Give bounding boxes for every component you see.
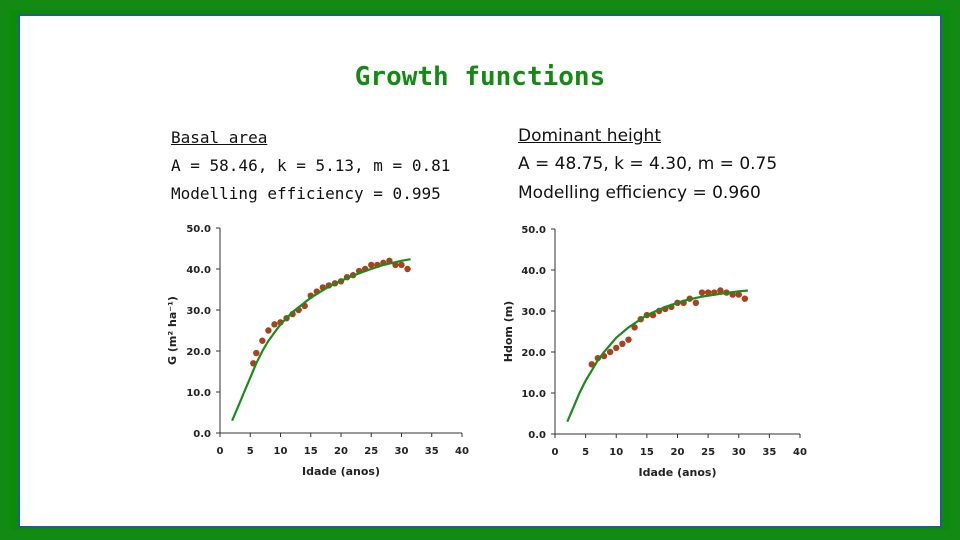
chart2-data-point (717, 287, 724, 294)
chart1-ytick-label: 0.0 (193, 429, 211, 440)
chart1-xtick-label: 30 (395, 446, 409, 457)
dominant-height-heading: Dominant height (518, 126, 661, 146)
chart1-xtick-label: 40 (455, 446, 469, 457)
chart1-ytick-label: 40.0 (186, 265, 211, 276)
chart2-data-point (692, 299, 700, 306)
chart2-data-point (619, 340, 626, 347)
chart1-ytick-label: 30.0 (186, 306, 211, 317)
chart1-xtick-label: 25 (364, 446, 378, 457)
chart1-xtick-label: 5 (247, 446, 254, 457)
chart2-xtick-label: 0 (552, 447, 559, 458)
chart1-data-point (368, 261, 375, 269)
chart1-data-point (398, 261, 405, 269)
chart2-fitted-curve (566, 289, 748, 423)
basal-area-params: A = 58.46, k = 5.13, m = 0.81 (171, 156, 451, 175)
chart2-ytick-label: 50.0 (521, 225, 546, 236)
chart2-data-point (625, 336, 632, 343)
chart2-ytick-label: 10.0 (521, 389, 546, 400)
chart1-xtick-label: 20 (334, 446, 348, 457)
slide-title: Growth functions (354, 62, 606, 92)
chart2-ytick-label: 30.0 (521, 307, 546, 318)
chart2-xtick-label: 5 (582, 447, 589, 458)
chart2-ytick-label: 40.0 (521, 266, 546, 277)
chart1-ytick-label: 20.0 (186, 347, 211, 358)
chart1-data-point (259, 337, 266, 344)
dominant-height-params: A = 48.75, k = 4.30, m = 0.75 (518, 154, 778, 174)
basal-area-efficiency: Modelling efficiency = 0.995 (171, 184, 441, 203)
chart2-xtick-label: 20 (671, 447, 685, 458)
chart2-xtick-label: 15 (640, 447, 654, 458)
chart2-data-point (613, 344, 620, 352)
chart2-data-point (735, 291, 742, 298)
chart2-ytick-label: 20.0 (521, 348, 546, 359)
chart1-xtick-label: 15 (304, 446, 318, 457)
chart2-data-point (704, 289, 712, 296)
dominant-height-efficiency: Modelling efficiency = 0.960 (518, 183, 761, 203)
chart2-xtick-label: 10 (609, 447, 623, 458)
chart1-data-point (253, 349, 260, 357)
chart2-y-axis-label: Hdom (m) (502, 301, 515, 362)
chart1-xtick-label: 35 (425, 446, 439, 457)
slide-canvas (18, 14, 942, 528)
chart1-xtick-label: 10 (274, 446, 288, 457)
chart1-x-axis-label: Idade (anos) (302, 465, 380, 478)
chart1-fitted-curve (231, 258, 411, 422)
chart1-y-axis-label: G (m² ha⁻¹) (166, 296, 179, 365)
chart2-x-axis-label: Idade (anos) (639, 466, 717, 479)
chart1-data-point (271, 321, 278, 328)
chart2-data-point (698, 289, 706, 296)
chart2-xtick-label: 30 (732, 447, 746, 458)
chart2-xtick-label: 25 (701, 447, 715, 458)
chart1-data-point (265, 327, 272, 334)
chart1-data-point (404, 265, 411, 273)
chart1-ytick-label: 50.0 (186, 224, 211, 235)
chart2-data-point (741, 295, 749, 302)
chart2-ytick-label: 0.0 (528, 430, 546, 441)
chart2-xtick-label: 40 (793, 447, 807, 458)
chart1-ytick-label: 10.0 (186, 388, 211, 399)
chart2-xtick-label: 35 (762, 447, 776, 458)
chart2-data-point (606, 348, 614, 356)
chart1-xtick-label: 0 (217, 446, 224, 457)
chart2-data-point (631, 324, 638, 331)
basal-area-heading: Basal area (171, 128, 268, 147)
